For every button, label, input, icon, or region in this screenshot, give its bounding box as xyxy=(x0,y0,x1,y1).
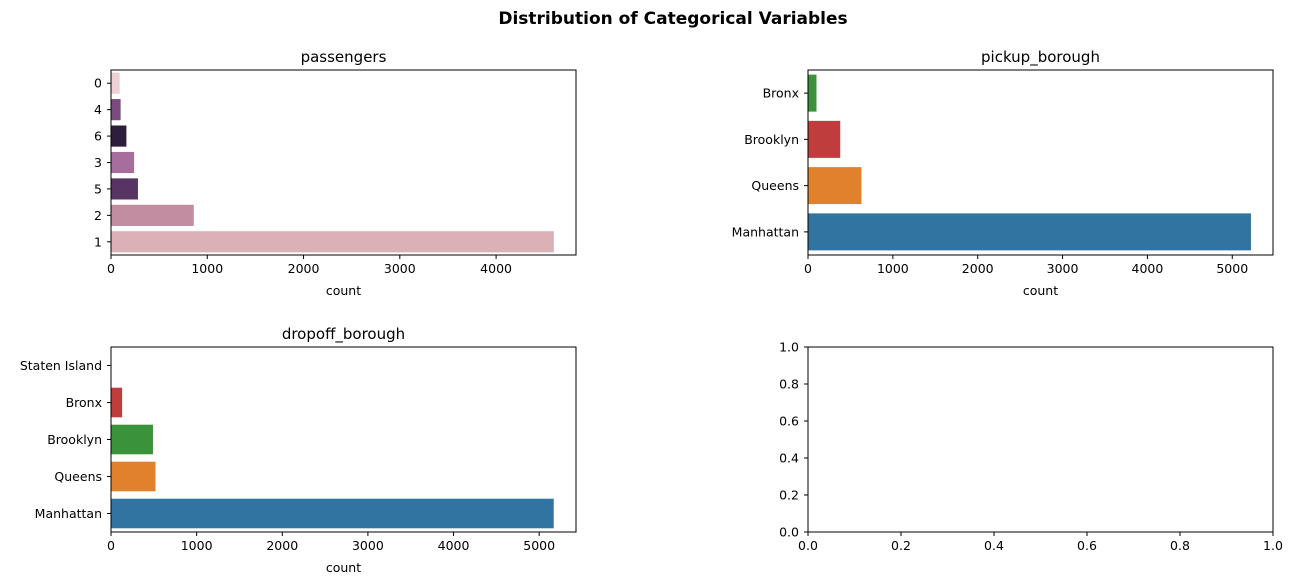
bar-5 xyxy=(111,178,138,200)
x-tick-label: 3000 xyxy=(1047,261,1079,276)
y-tick-label: 0.4 xyxy=(779,451,799,466)
chart-title: passengers xyxy=(301,48,387,66)
bar-0 xyxy=(111,72,120,94)
x-tick-label: 0.6 xyxy=(1077,538,1097,553)
bar-manhattan xyxy=(111,498,554,529)
chart-title: pickup_borough xyxy=(981,48,1100,67)
y-tick-label: 0.6 xyxy=(779,414,799,429)
axes-frame xyxy=(110,346,577,533)
x-tick-label: 4000 xyxy=(480,261,512,276)
y-tick-label-queens: Queens xyxy=(54,469,102,484)
bar-manhattan xyxy=(808,213,1251,251)
x-tick-label: 0 xyxy=(107,261,115,276)
x-tick-label: 3000 xyxy=(384,261,416,276)
bar-queens xyxy=(111,461,156,492)
bar-bronx xyxy=(808,74,817,112)
y-tick-label-bronx: Bronx xyxy=(66,395,102,410)
bar-queens xyxy=(808,167,862,205)
y-tick-label-0: 0 xyxy=(94,76,102,91)
y-tick-label-3: 3 xyxy=(94,155,102,170)
y-tick-label-queens: Queens xyxy=(751,178,799,193)
pickup-borough-chart: Bronx Brooklyn Queens Manhattan 0 1000 2000 300… xyxy=(732,48,1274,298)
y-tick-label: 0.0 xyxy=(779,525,799,540)
x-tick-label: 4000 xyxy=(1132,261,1164,276)
dropoff-borough-chart: Staten Island Bronx Brooklyn Queens Manhatta… xyxy=(20,325,577,575)
figure-title: Distribution of Categorical Variables xyxy=(498,9,847,29)
x-axis-label: count xyxy=(326,283,361,298)
y-tick-label-1: 1 xyxy=(94,234,102,249)
axes-frame xyxy=(110,69,577,256)
y-tick-label-bronx: Bronx xyxy=(763,86,799,101)
x-tick-label: 0.8 xyxy=(1170,538,1190,553)
empty-chart: 0.0 0.2 0.4 0.6 0.8 1.0 0.0 0.2 0.4 0.6 0.8 1.0 xyxy=(779,340,1283,554)
y-tick-label-staten-island: Staten Island xyxy=(20,358,102,373)
x-tick-label: 0 xyxy=(107,538,115,553)
x-tick-label: 5000 xyxy=(1216,261,1248,276)
bar-3 xyxy=(111,151,135,174)
bar-4 xyxy=(111,99,121,121)
axes-frame xyxy=(807,69,1274,256)
x-axis-label: count xyxy=(1023,283,1058,298)
x-tick-label: 2000 xyxy=(288,261,320,276)
bar-6 xyxy=(111,125,127,147)
x-tick-label: 4000 xyxy=(438,538,470,553)
y-tick-label-6: 6 xyxy=(94,129,102,144)
x-tick-label: 0.2 xyxy=(891,538,911,553)
x-tick-label: 0 xyxy=(804,261,812,276)
x-tick-label: 1.0 xyxy=(1263,538,1283,553)
y-tick-label: 1.0 xyxy=(779,340,799,355)
x-tick-label: 5000 xyxy=(523,538,555,553)
bar-1 xyxy=(111,231,554,253)
bar-bronx xyxy=(111,387,123,418)
y-tick-label-5: 5 xyxy=(94,181,102,196)
axes-frame xyxy=(807,346,1274,533)
x-tick-label: 1000 xyxy=(181,538,213,553)
y-tick-label-brooklyn: Brooklyn xyxy=(744,132,799,147)
y-tick-label-4: 4 xyxy=(94,102,102,117)
y-tick-label-manhattan: Manhattan xyxy=(35,506,102,521)
y-tick-label: 0.8 xyxy=(779,377,799,392)
bar-brooklyn xyxy=(808,120,841,158)
x-tick-label: 3000 xyxy=(352,538,384,553)
bar-2 xyxy=(111,204,194,226)
x-tick-label: 0.4 xyxy=(984,538,1004,553)
x-axis-label: count xyxy=(326,560,361,575)
x-tick-label: 2000 xyxy=(962,261,994,276)
y-tick-label: 0.2 xyxy=(779,488,799,503)
x-tick-label: 1000 xyxy=(191,261,223,276)
x-tick-label: 0.0 xyxy=(798,538,818,553)
x-tick-label: 1000 xyxy=(877,261,909,276)
bar-brooklyn xyxy=(111,424,153,455)
y-tick-label-manhattan: Manhattan xyxy=(732,224,799,239)
y-tick-label-brooklyn: Brooklyn xyxy=(47,432,102,447)
chart-title: dropoff_borough xyxy=(282,325,405,344)
x-tick-label: 2000 xyxy=(266,538,298,553)
y-tick-label-2: 2 xyxy=(94,208,102,223)
